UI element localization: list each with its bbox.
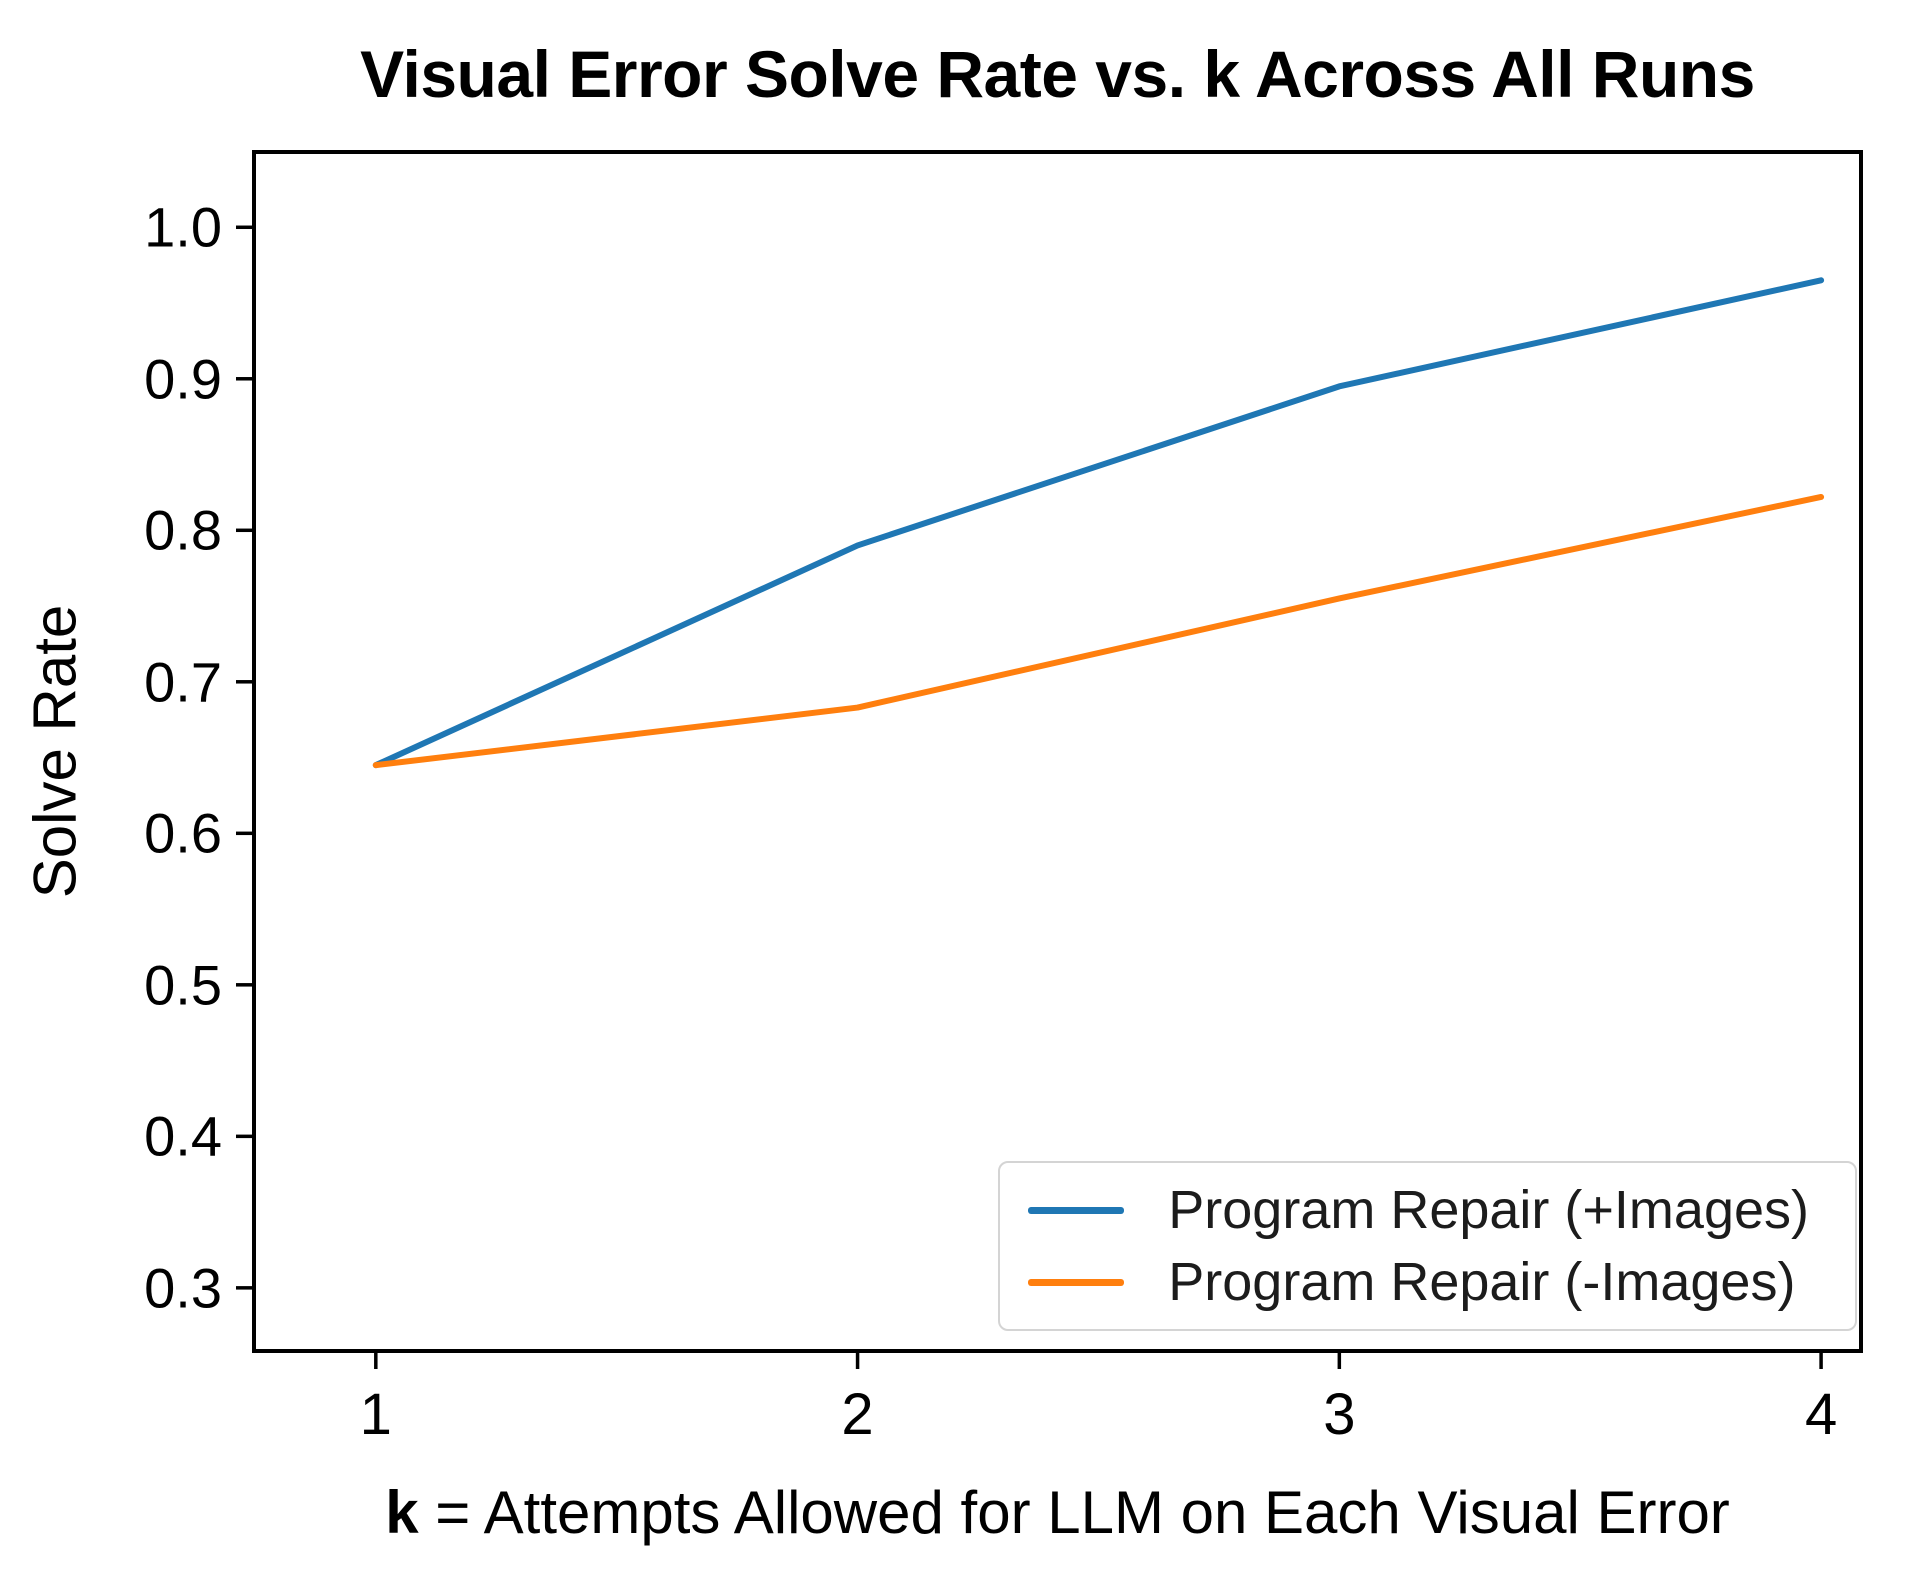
line-series-0 — [372, 277, 1825, 769]
legend-label: Program Repair (+Images) — [1168, 1180, 1809, 1240]
x-tick-label: 2 — [841, 1382, 874, 1447]
y-axis-label-text: Solve Rate — [21, 604, 89, 899]
legend-line-swatch — [1028, 1206, 1125, 1214]
legend-item-1: Program Repair (-Images) — [1028, 1251, 1809, 1313]
y-tick-label: 0.4 — [144, 1104, 222, 1168]
legend-item-0: Program Repair (+Images) — [1028, 1179, 1809, 1241]
x-tick-label: 1 — [359, 1382, 392, 1447]
x-tick-label: 3 — [1323, 1382, 1356, 1447]
legend-line-swatch — [1028, 1278, 1125, 1286]
y-tick-label: 0.8 — [144, 498, 222, 562]
chart-canvas — [236, 150, 1863, 1369]
legend: Program Repair (+Images) Program Repair (… — [998, 1161, 1857, 1331]
y-tick-label: 0.3 — [144, 1256, 222, 1320]
y-tick-label: 0.6 — [144, 801, 222, 865]
axes-spines — [252, 150, 1863, 1353]
chart-title: Visual Error Solve Rate vs. k Across All… — [360, 37, 1755, 111]
x-axis-label-bold-k: k — [385, 1479, 419, 1546]
y-tick-label: 1.0 — [144, 195, 222, 259]
y-axis-label: Solve Rate — [10, 150, 100, 1353]
x-axis-label: k = Attempts Allowed for LLM on Each Vis… — [252, 1478, 1863, 1547]
x-tick-label: 4 — [1804, 1382, 1838, 1447]
y-tick-label: 0.7 — [144, 650, 222, 714]
legend-label: Program Repair (-Images) — [1168, 1252, 1796, 1312]
plot-area: 0.3 0.4 0.5 0.6 0.7 0.8 0.9 1.0 1 2 3 4 Program Rep… — [144, 150, 1863, 1447]
x-axis-label-text: = Attempts Allowed for LLM on Each Visua… — [418, 1479, 1730, 1546]
y-tick-label: 0.9 — [144, 347, 222, 411]
y-tick-label: 0.5 — [144, 953, 222, 1017]
line-series-1 — [372, 493, 1825, 769]
